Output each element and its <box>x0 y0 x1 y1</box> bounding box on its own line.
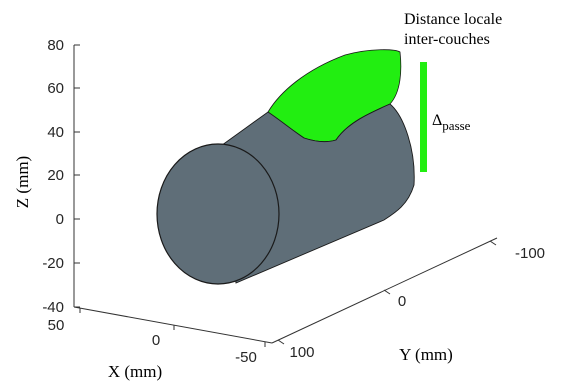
z-tick-label-60: 60 <box>47 80 64 97</box>
delta-passe-label: Δpasse <box>432 112 471 133</box>
y-tick-label-minus100: -100 <box>515 245 545 262</box>
y-tick-0 <box>383 289 391 295</box>
y-axis: 100 0 -100 Y (mm) <box>271 237 545 364</box>
delta-subscript: passe <box>442 118 470 133</box>
z-tick-label-80: 80 <box>47 37 64 54</box>
cylinder-end-cap <box>156 143 280 285</box>
x-tick-label-minus50: -50 <box>235 349 257 366</box>
delta-passe-bar <box>420 62 427 172</box>
x-axis-label: X (mm) <box>108 362 162 381</box>
y-tick-label-0: 0 <box>398 293 406 310</box>
z-tick-label-0: 0 <box>56 211 64 228</box>
z-tick-label-20: 20 <box>47 167 64 184</box>
z-axis: 80 60 40 20 0 -20 -40 Z (mm) <box>13 37 80 316</box>
x-tick-label-0: 0 <box>152 332 160 349</box>
y-tick-label-100: 100 <box>289 344 314 361</box>
z-tick-label-40: 40 <box>47 124 64 141</box>
annotation-line2: inter-couches <box>404 31 490 48</box>
x-tick-label-50: 50 <box>48 317 65 334</box>
z-tick-label-minus20: -20 <box>42 255 64 272</box>
x-axis: 50 0 -50 X (mm) <box>48 306 273 381</box>
y-tick-minus100 <box>489 240 497 246</box>
z-tick-label-minus40: -40 <box>42 299 64 316</box>
y-tick-100 <box>277 339 285 345</box>
delta-symbol: Δ <box>432 112 442 129</box>
annotation-line1: Distance locale <box>404 11 502 28</box>
x-axis-line <box>73 306 273 344</box>
z-axis-label: Z (mm) <box>13 156 32 208</box>
y-axis-label: Y (mm) <box>399 345 453 364</box>
